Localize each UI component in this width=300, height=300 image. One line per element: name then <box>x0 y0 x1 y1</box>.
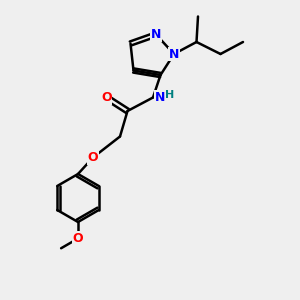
Text: O: O <box>101 91 112 104</box>
Text: N: N <box>151 28 161 41</box>
Text: H: H <box>166 89 175 100</box>
Text: O: O <box>88 151 98 164</box>
Text: O: O <box>73 232 83 245</box>
Text: N: N <box>169 47 179 61</box>
Text: N: N <box>154 91 165 104</box>
